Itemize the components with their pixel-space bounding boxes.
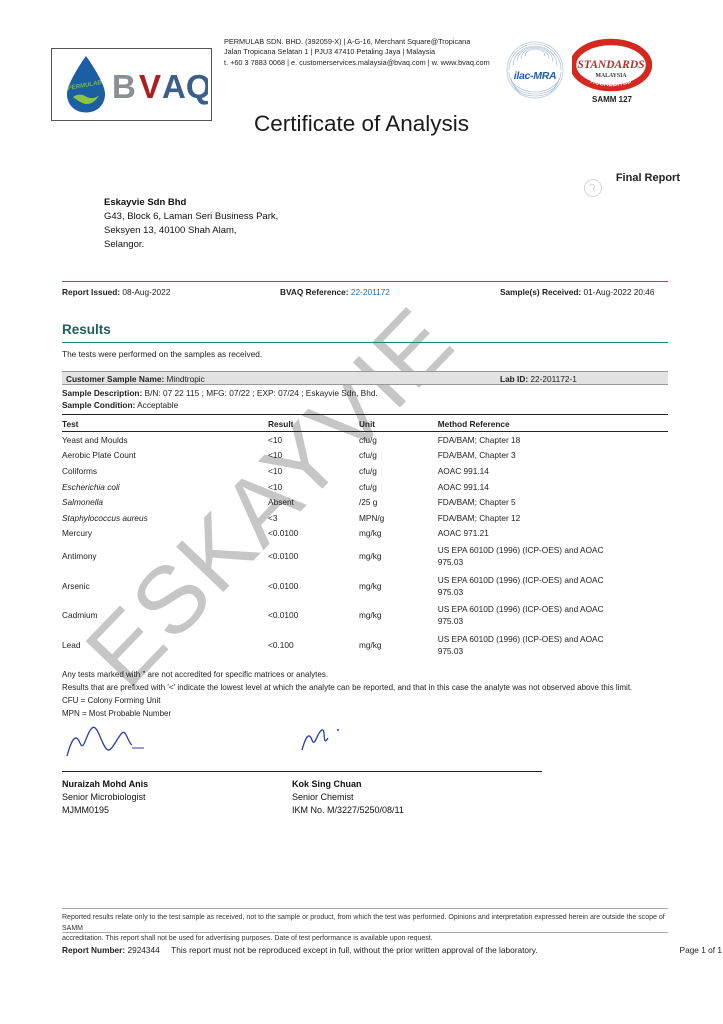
svg-text:STANDARDS: STANDARDS xyxy=(577,59,644,71)
svg-text:ilac-MRA: ilac-MRA xyxy=(514,70,557,82)
svg-text:V: V xyxy=(139,68,161,105)
svg-text:MALAYSIA: MALAYSIA xyxy=(595,73,627,79)
svg-text:AQ: AQ xyxy=(162,68,208,105)
svg-text:B: B xyxy=(112,68,136,105)
